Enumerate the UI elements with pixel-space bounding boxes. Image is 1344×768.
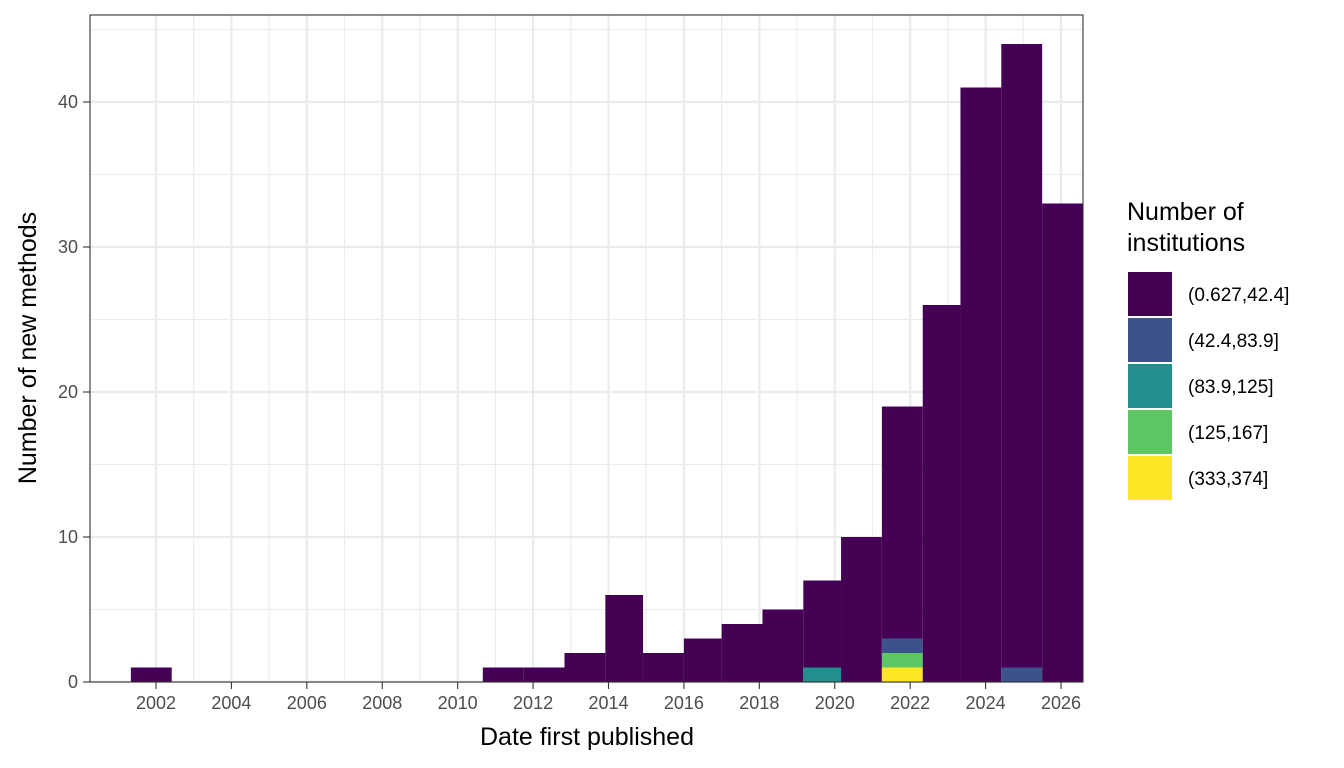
bar-segment [803,580,842,668]
x-tick-label: 2014 [588,693,628,713]
bar-segment [922,305,961,682]
x-tick-label: 2004 [211,693,251,713]
bar-segment [841,537,882,682]
x-tick-label: 2018 [739,693,779,713]
legend-key [1128,364,1172,408]
legend-label: (125,167] [1188,423,1268,444]
y-tick-label: 0 [68,672,78,692]
bar-segment [881,406,923,639]
bar-segment [523,667,565,682]
legend-title-line-1: Number of [1127,198,1244,226]
y-tick-label: 30 [58,237,78,257]
bar-segment [130,667,172,682]
legend-key [1128,410,1172,454]
x-axis-ticks: 2002 2004 2006 2008 2010 2012 2014 2016 2018 2020… [136,682,1081,713]
bar-segment [1001,667,1043,682]
x-axis-title: Date first published [480,723,694,751]
legend-key [1128,456,1172,500]
bar-segment [721,624,763,682]
y-tick-label: 20 [58,382,78,402]
legend-label: (333,374] [1188,469,1268,490]
bar-segment [960,87,1002,682]
x-tick-label: 2006 [287,693,327,713]
legend-label: (0.627,42.4] [1188,285,1289,306]
bar-segment [881,638,923,653]
legend-label: (83.9,125] [1188,377,1274,398]
x-tick-label: 2026 [1041,693,1081,713]
bar-segment [881,653,923,668]
x-tick-label: 2022 [890,693,930,713]
bar-segment [762,609,804,682]
y-tick-label: 10 [58,527,78,547]
x-tick-label: 2008 [362,693,402,713]
x-tick-label: 2012 [513,693,553,713]
bar-segment [643,653,684,682]
x-tick-label: 2010 [438,693,478,713]
x-tick-label: 2020 [815,693,855,713]
legend-key [1128,318,1172,362]
bar-segment [564,653,606,682]
bar-segment [881,667,923,682]
legend: Number of institutions (0.627,42.4] (42.4… [1127,198,1289,500]
x-tick-label: 2016 [664,693,704,713]
legend-title-line-2: institutions [1127,229,1245,257]
bar-segment [605,595,644,682]
bar-segment [803,667,842,682]
y-axis-ticks: 0 10 20 30 40 [58,92,90,692]
bars [130,44,1083,682]
bar-segment [683,638,722,682]
bar-segment [482,667,524,682]
x-tick-label: 2024 [966,693,1006,713]
bar-segment [1042,203,1083,682]
plot-border [89,14,1084,683]
legend-items: (0.627,42.4] (42.4,83.9] (83.9,125] (125,16… [1128,272,1289,500]
y-axis-title: Number of new methods [14,212,42,484]
x-tick-label: 2002 [136,693,176,713]
legend-label: (42.4,83.9] [1188,331,1279,352]
bar-segment [1001,44,1043,668]
legend-key [1128,272,1172,316]
y-tick-label: 40 [58,92,78,112]
